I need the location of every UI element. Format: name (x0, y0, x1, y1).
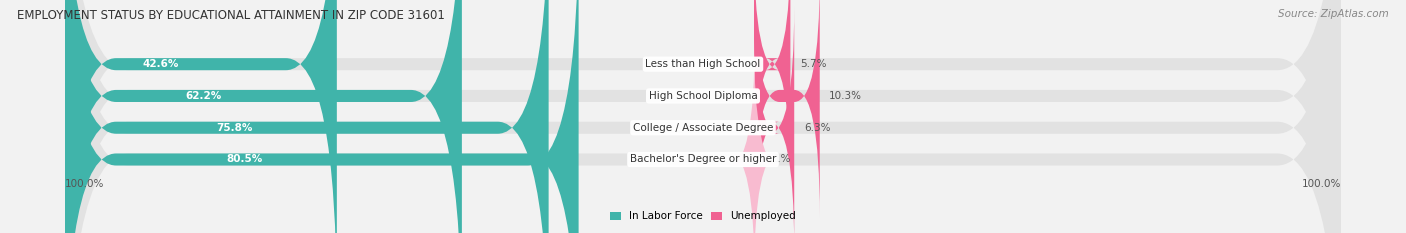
Text: 75.8%: 75.8% (217, 123, 253, 133)
Text: 62.2%: 62.2% (186, 91, 222, 101)
FancyBboxPatch shape (65, 0, 1341, 233)
Text: 10.3%: 10.3% (830, 91, 862, 101)
FancyBboxPatch shape (754, 0, 820, 217)
Text: 6.3%: 6.3% (804, 123, 831, 133)
Text: College / Associate Degree: College / Associate Degree (633, 123, 773, 133)
Text: 0.1%: 0.1% (765, 154, 790, 164)
Text: EMPLOYMENT STATUS BY EDUCATIONAL ATTAINMENT IN ZIP CODE 31601: EMPLOYMENT STATUS BY EDUCATIONAL ATTAINM… (17, 9, 444, 22)
Text: 5.7%: 5.7% (800, 59, 827, 69)
Legend: In Labor Force, Unemployed: In Labor Force, Unemployed (610, 211, 796, 221)
Text: High School Diploma: High School Diploma (648, 91, 758, 101)
Text: 80.5%: 80.5% (226, 154, 263, 164)
FancyBboxPatch shape (754, 0, 790, 185)
FancyBboxPatch shape (65, 0, 579, 233)
FancyBboxPatch shape (65, 0, 461, 233)
Text: 42.6%: 42.6% (142, 59, 179, 69)
Text: 100.0%: 100.0% (1302, 179, 1341, 189)
Text: Source: ZipAtlas.com: Source: ZipAtlas.com (1278, 9, 1389, 19)
FancyBboxPatch shape (754, 7, 794, 233)
FancyBboxPatch shape (65, 0, 1341, 233)
FancyBboxPatch shape (65, 0, 1341, 233)
Text: Bachelor's Degree or higher: Bachelor's Degree or higher (630, 154, 776, 164)
FancyBboxPatch shape (730, 38, 779, 233)
FancyBboxPatch shape (65, 0, 337, 233)
Text: 100.0%: 100.0% (65, 179, 104, 189)
FancyBboxPatch shape (65, 0, 1341, 233)
FancyBboxPatch shape (65, 0, 548, 233)
Text: Less than High School: Less than High School (645, 59, 761, 69)
